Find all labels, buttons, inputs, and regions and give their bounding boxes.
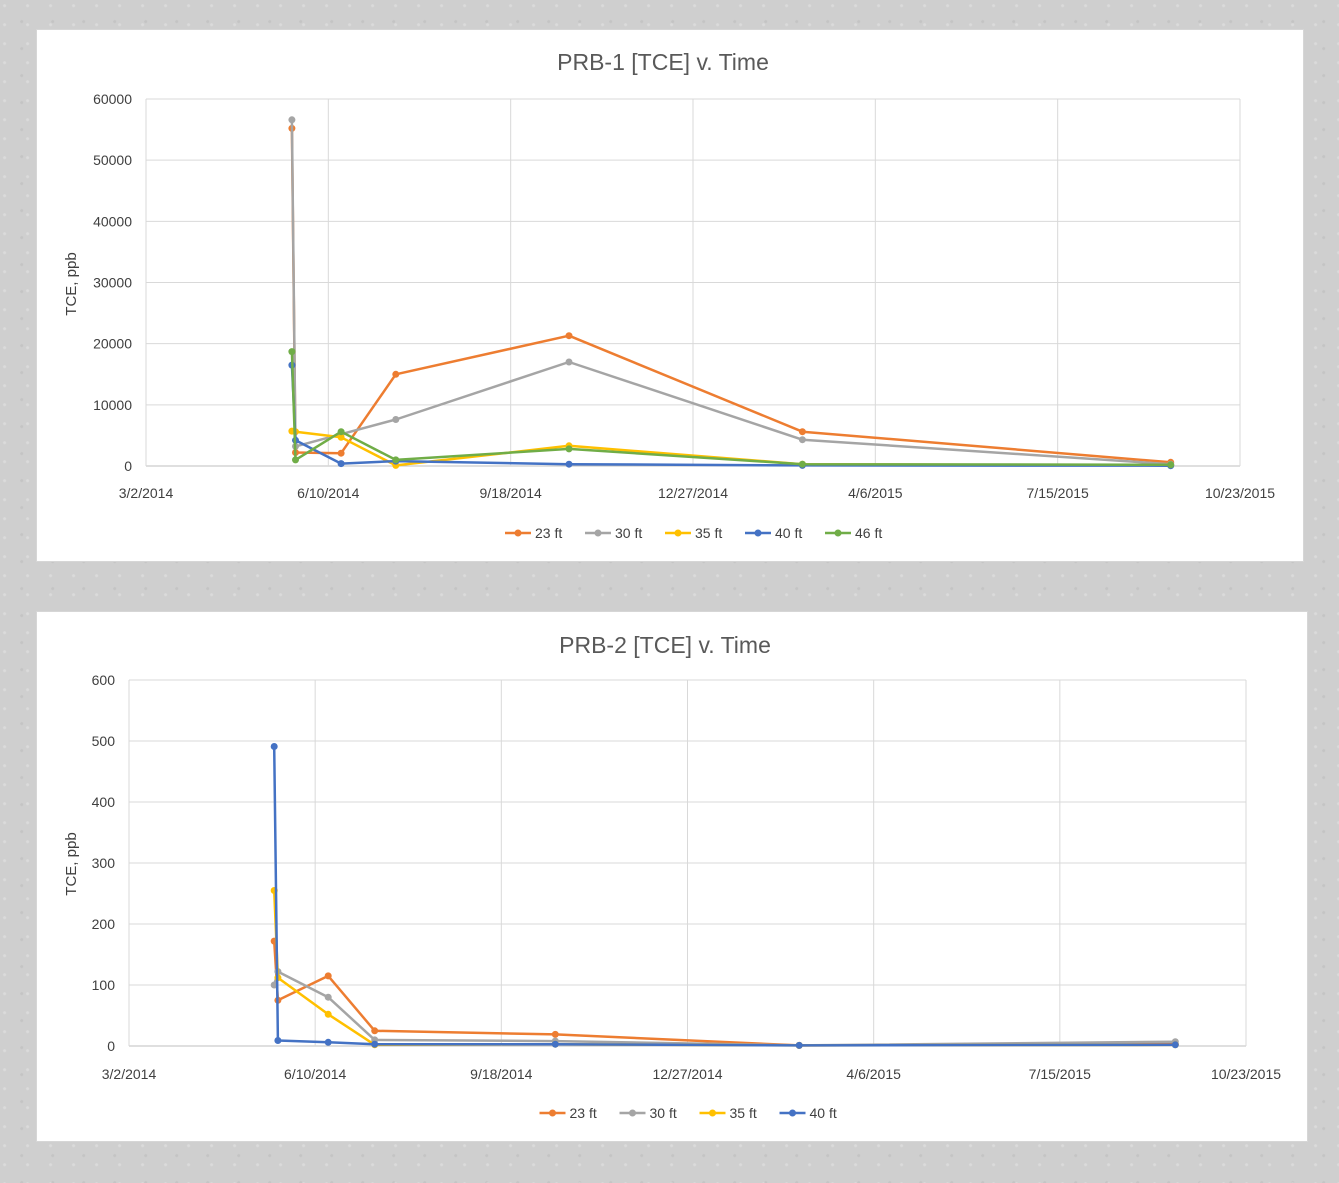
data-point [274,1037,282,1044]
legend: 23 ft 30 ft 35 ft 40 ft [539,1105,837,1121]
data-point [288,116,296,124]
data-point [392,416,400,423]
data-point [324,972,332,980]
data-point [392,370,400,378]
data-point [337,433,345,441]
y-tick-label: 100 [92,977,116,993]
data-point [371,1027,379,1035]
y-tick-label: 20000 [93,336,132,352]
x-tick-label: 9/18/2014 [470,1066,532,1082]
data-point [324,1038,332,1046]
y-tick-label: 200 [92,916,116,932]
y-tick-label: 40000 [93,213,132,229]
legend-swatch-marker [594,529,602,537]
x-tick-label: 12/27/2014 [658,485,728,501]
y-tick-label: 300 [92,855,116,871]
gridlines [128,679,1247,1047]
legend-swatch-marker [754,529,762,537]
x-tick-label: 4/6/2015 [846,1066,901,1082]
data-point [798,460,806,468]
legend-label: 30 ft [650,1105,677,1121]
legend-swatch-marker [629,1109,636,1117]
series-line-1 [272,941,1176,1047]
chart-panel-prb1: PRB-1 [TCE] v. Time TCE, ppb 0 10000 20000… [36,29,1304,562]
x-tick-label: 7/15/2015 [1027,485,1089,501]
data-point [1171,1041,1179,1049]
legend-swatch-marker [709,1109,716,1117]
chart-title: PRB-1 [TCE] v. Time [557,49,769,75]
legend-swatch-marker [674,529,682,537]
data-point [337,449,345,457]
data-point [551,1030,559,1038]
data-point [371,1040,379,1048]
x-tick-label: 4/6/2015 [848,485,903,501]
legend-label: 46 ft [855,525,882,541]
data-point [337,428,345,436]
x-tick-label: 3/2/2014 [102,1066,157,1082]
data-point [551,1040,559,1048]
data-point [337,460,345,468]
x-tick-label: 3/2/2014 [119,485,174,501]
y-tick-label: 0 [124,458,132,474]
y-tick-label: 10000 [93,397,132,413]
series-line-2 [272,970,1176,1047]
chart-panel-prb2: PRB-2 [TCE] v. Time TCE, ppb 0 100 200 300 4… [36,611,1308,1142]
legend-label: 23 ft [570,1105,597,1121]
y-axis-label: TCE, ppb [63,832,80,895]
legend-swatch-marker [834,529,842,537]
x-tick-label: 12/27/2014 [652,1066,722,1082]
x-tick-label: 6/10/2014 [284,1066,346,1082]
legend-label: 35 ft [730,1105,757,1121]
legend-label: 23 ft [535,525,562,541]
data-point [392,456,400,464]
chart-prb2: PRB-2 [TCE] v. Time TCE, ppb 0 100 200 300 4… [63,632,1281,1121]
data-point [288,348,296,356]
data-point [798,428,806,436]
series-line-1 [290,128,1171,464]
legend-swatch-marker [549,1109,556,1117]
chart-title: PRB-2 [TCE] v. Time [559,632,771,658]
legend-label: 30 ft [615,525,642,541]
y-tick-label: 600 [92,672,116,688]
y-tick-label: 30000 [93,275,132,291]
legend-label: 40 ft [810,1105,837,1121]
data-point [270,743,278,750]
x-tick-label: 10/23/2015 [1211,1066,1281,1082]
x-tick-label: 7/15/2015 [1029,1066,1091,1082]
data-point [565,332,573,340]
legend-label: 35 ft [695,525,722,541]
data-point [795,1041,803,1049]
y-tick-label: 500 [92,733,116,749]
y-tick-label: 400 [92,794,116,810]
data-point [565,358,573,366]
x-tick-label: 9/18/2014 [480,485,542,501]
y-axis-label: TCE, ppb [63,252,80,315]
data-point [324,1010,332,1018]
data-point [292,456,299,464]
legend-swatch-marker [789,1109,796,1117]
series-group [288,116,1175,470]
data-point [565,445,573,453]
gridlines [145,98,1241,467]
data-point [565,460,573,468]
x-tick-label: 10/23/2015 [1205,485,1275,501]
series-line-4 [272,746,1176,1047]
data-point [798,436,806,444]
legend-swatch-marker [514,529,522,537]
legend: 23 ft 30 ft 35 ft 40 ft 46 ft [505,525,882,541]
data-point [1167,461,1175,469]
data-point [324,993,332,1001]
y-tick-label: 60000 [93,91,132,107]
x-tick-label: 6/10/2014 [297,485,359,501]
y-tick-label: 0 [107,1038,115,1054]
series-line-3 [272,890,1176,1047]
legend-label: 40 ft [775,525,802,541]
series-line-2 [290,119,1171,466]
chart-prb1: PRB-1 [TCE] v. Time TCE, ppb 0 10000 20000… [63,49,1275,541]
series-group [270,743,1179,1049]
y-tick-label: 50000 [93,152,132,168]
